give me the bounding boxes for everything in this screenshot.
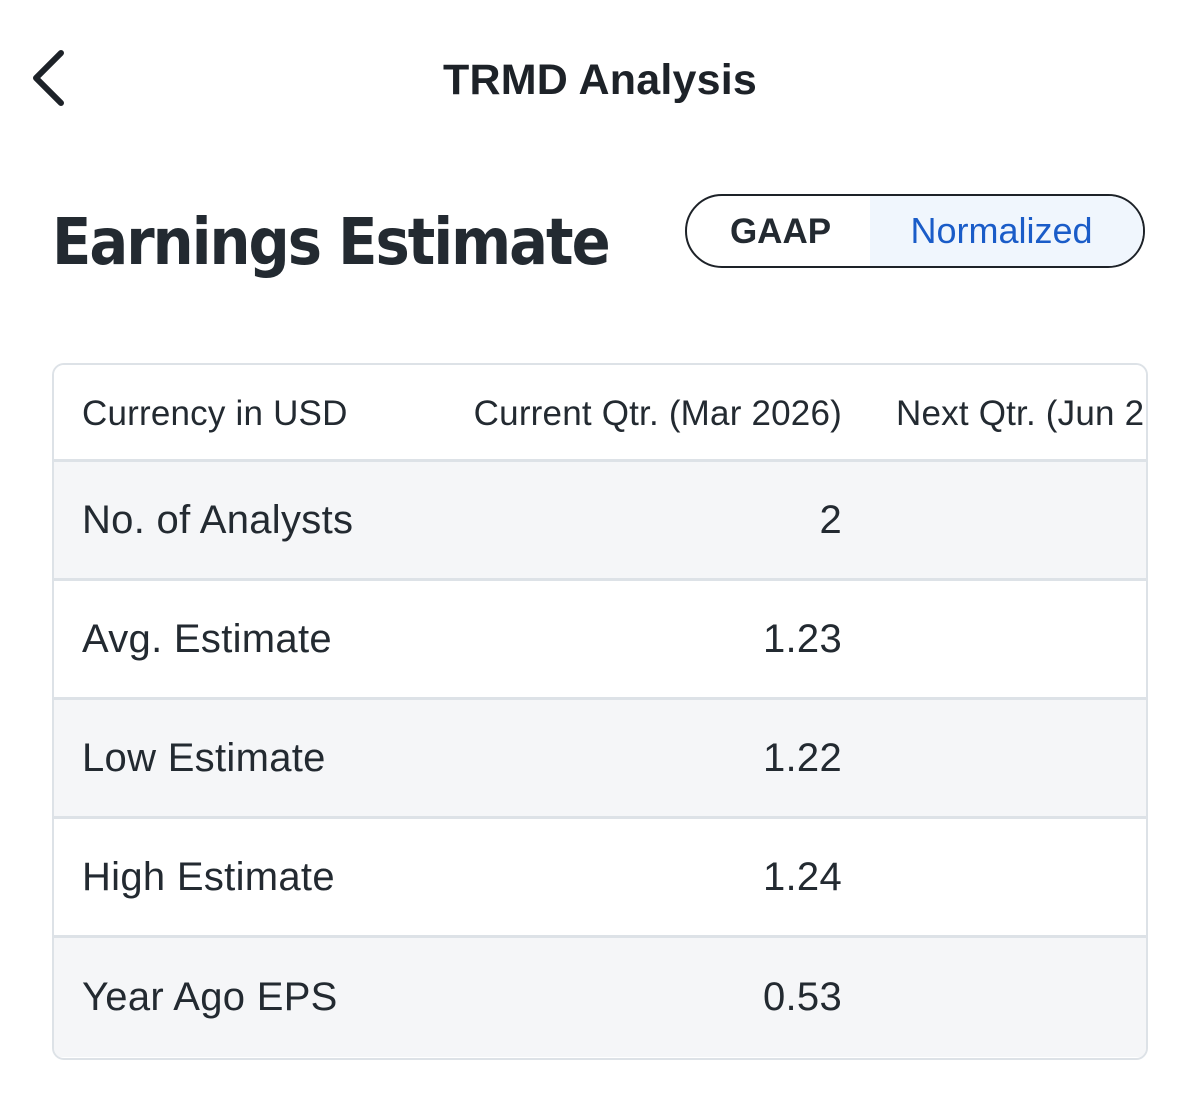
row-value-current-qtr: 0.53	[762, 975, 842, 1019]
table-row: Year Ago EPS 0.53	[54, 938, 1146, 1057]
table-row: Avg. Estimate 1.23	[54, 581, 1146, 700]
row-label: High Estimate	[82, 854, 335, 899]
row-value-next-qtr	[896, 700, 1146, 816]
table-row: High Estimate 1.24	[54, 819, 1146, 938]
column-header-currency: Currency in USD	[82, 393, 348, 433]
toggle-option-normalized[interactable]: Normalized	[870, 196, 1143, 266]
row-label: Avg. Estimate	[82, 616, 332, 661]
section-heading: Earnings Estimate	[52, 206, 611, 280]
column-header-current-qtr: Current Qtr. (Mar 2026)	[473, 393, 842, 433]
page-title: TRMD Analysis	[442, 56, 757, 104]
row-value-current-qtr: 1.22	[762, 735, 842, 780]
row-label: Low Estimate	[82, 735, 326, 780]
table-row: No. of Analysts 2	[54, 462, 1146, 581]
row-label: No. of Analysts	[82, 497, 354, 542]
row-value-current-qtr: 1.24	[762, 854, 842, 899]
toggle-option-gaap[interactable]: GAAP	[729, 211, 832, 251]
column-header-next-qtr: Next Qtr. (Jun 2	[896, 393, 1145, 433]
row-value-next-qtr	[896, 581, 1146, 697]
gaap-normalized-toggle: GAAP Normalized	[685, 194, 1145, 268]
table-header-row: Currency in USD Current Qtr. (Mar 2026) …	[54, 365, 1146, 462]
earnings-estimate-table: Currency in USD Current Qtr. (Mar 2026) …	[52, 363, 1148, 1060]
row-value-next-qtr	[896, 462, 1146, 578]
nav-header: TRMD Analysis	[0, 0, 1200, 160]
row-label: Year Ago EPS	[82, 975, 338, 1019]
chevron-left-icon	[33, 50, 64, 106]
row-value-current-qtr: 1.23	[762, 616, 842, 661]
row-value-current-qtr: 2	[819, 497, 842, 542]
row-value-next-qtr	[896, 938, 1146, 1057]
row-value-next-qtr	[896, 819, 1146, 935]
back-button[interactable]	[18, 40, 78, 116]
table-row: Low Estimate 1.22	[54, 700, 1146, 819]
